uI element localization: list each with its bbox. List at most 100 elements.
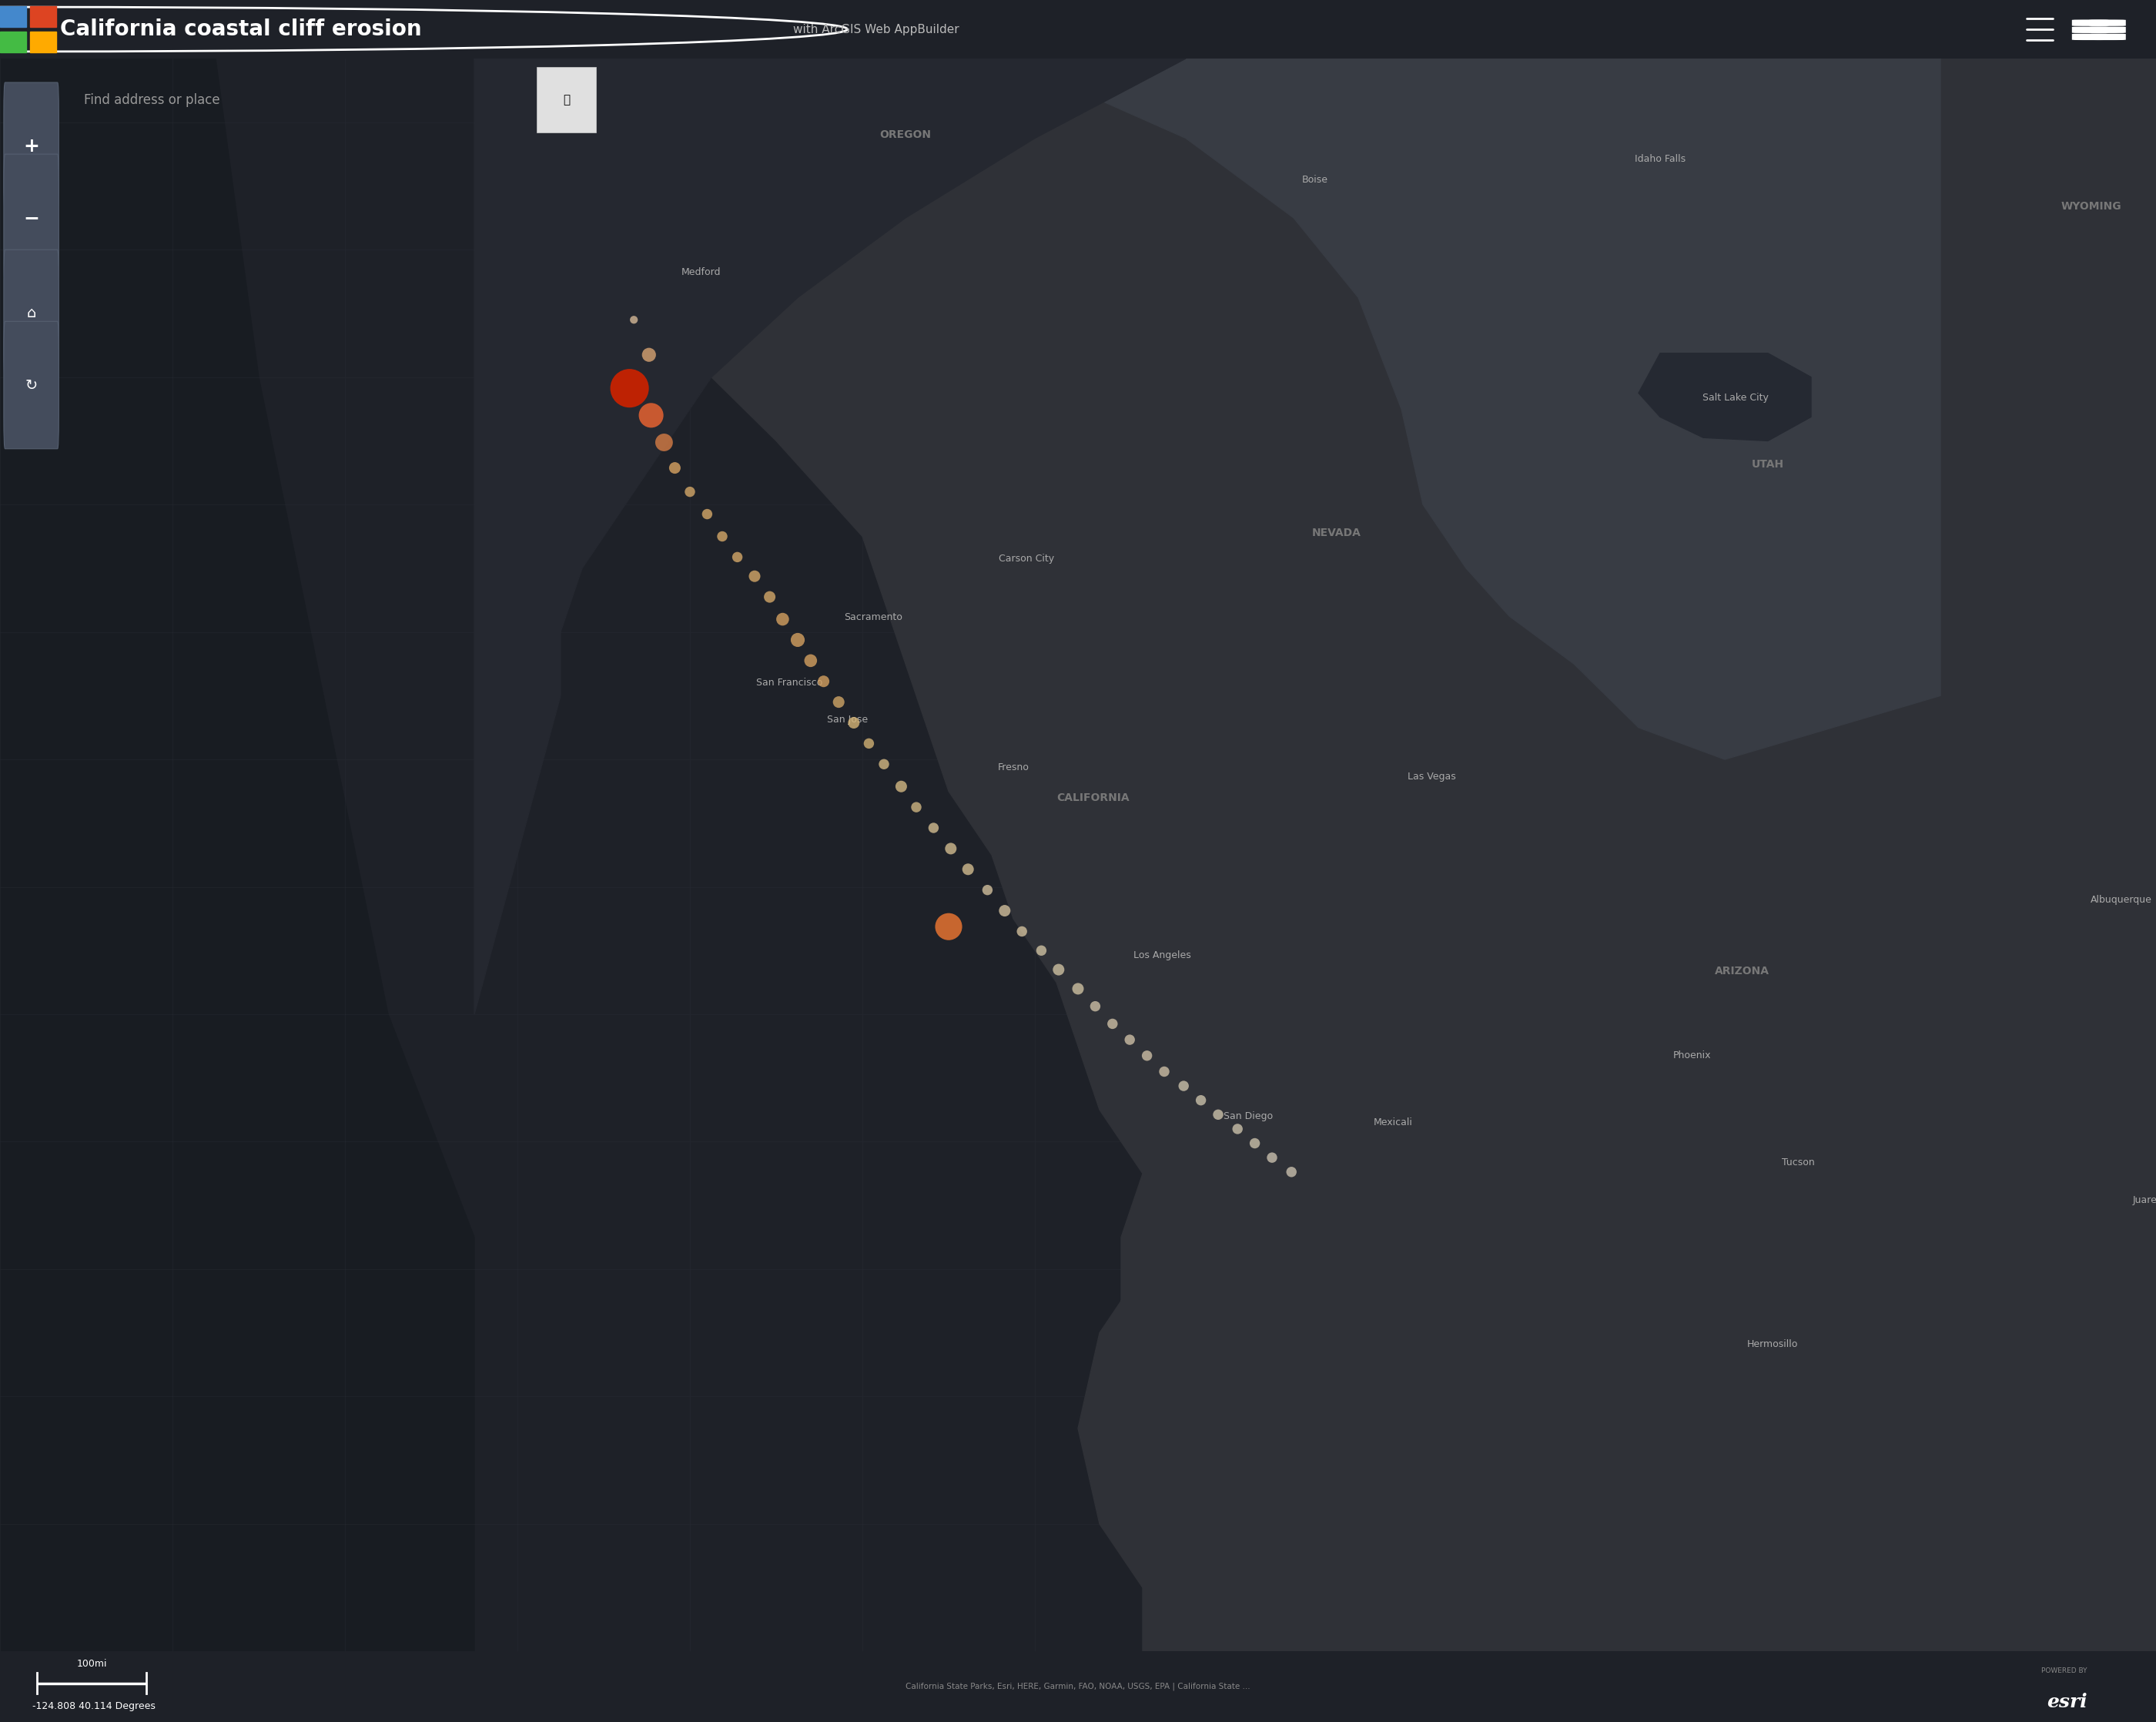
FancyBboxPatch shape: [2072, 34, 2109, 40]
Text: -124.808 40.114 Degrees: -124.808 40.114 Degrees: [32, 1701, 155, 1712]
Text: Sacramento: Sacramento: [843, 613, 903, 623]
FancyBboxPatch shape: [2089, 19, 2126, 26]
Point: [987, 897, 1022, 925]
Polygon shape: [0, 31, 26, 53]
FancyBboxPatch shape: [2089, 34, 2126, 40]
Point: [899, 794, 934, 821]
Text: UTAH: UTAH: [1751, 460, 1785, 470]
Point: [1112, 1026, 1147, 1054]
Polygon shape: [1639, 353, 1811, 441]
Point: [1078, 992, 1112, 1019]
Text: Salt Lake City: Salt Lake City: [1703, 393, 1768, 403]
Point: [867, 751, 901, 778]
Point: [1147, 1057, 1181, 1085]
Polygon shape: [30, 31, 56, 53]
Point: [970, 876, 1005, 904]
Point: [720, 544, 755, 572]
Point: [951, 856, 985, 883]
Point: [821, 689, 856, 716]
Text: with ArcGIS Web AppBuilder: with ArcGIS Web AppBuilder: [793, 24, 959, 34]
Text: Carson City: Carson City: [998, 554, 1054, 563]
Point: [1201, 1100, 1235, 1128]
Point: [916, 815, 951, 842]
Point: [658, 455, 692, 482]
Point: [737, 563, 772, 591]
Point: [884, 773, 918, 801]
Point: [806, 668, 841, 696]
Text: Los Angeles: Los Angeles: [1134, 951, 1190, 961]
Text: Medford: Medford: [681, 267, 720, 277]
Point: [634, 401, 668, 429]
Text: San Francisco: San Francisco: [757, 678, 821, 689]
Text: San Jose: San Jose: [828, 715, 867, 725]
Text: WYOMING: WYOMING: [2061, 201, 2122, 212]
Text: Mexicali: Mexicali: [1373, 1118, 1412, 1128]
Polygon shape: [30, 5, 56, 28]
FancyBboxPatch shape: [4, 155, 58, 281]
Text: ↻: ↻: [26, 377, 37, 393]
Polygon shape: [474, 59, 2156, 1651]
Point: [793, 647, 828, 675]
Point: [1184, 1087, 1218, 1114]
Point: [1061, 975, 1095, 1002]
Text: California coastal cliff erosion: California coastal cliff erosion: [60, 19, 423, 40]
Text: +: +: [24, 138, 39, 155]
Point: [837, 709, 871, 737]
Point: [931, 913, 966, 940]
Text: Las Vegas: Las Vegas: [1408, 771, 1455, 782]
Point: [705, 523, 740, 551]
Point: [1041, 956, 1076, 983]
Point: [1005, 918, 1039, 945]
Text: POWERED BY: POWERED BY: [2042, 1667, 2087, 1674]
Point: [765, 606, 800, 634]
Point: [647, 429, 681, 456]
Text: −: −: [24, 208, 39, 227]
Text: Fresno: Fresno: [998, 763, 1028, 773]
Point: [1255, 1143, 1289, 1171]
Text: Phoenix: Phoenix: [1673, 1050, 1712, 1061]
Text: Hermosillo: Hermosillo: [1746, 1340, 1798, 1348]
Text: ARIZONA: ARIZONA: [1714, 966, 1770, 976]
Point: [617, 307, 651, 334]
Point: [852, 730, 886, 758]
Polygon shape: [0, 59, 474, 1651]
FancyBboxPatch shape: [2089, 26, 2126, 33]
Text: OREGON: OREGON: [880, 129, 931, 141]
Point: [934, 835, 968, 863]
FancyBboxPatch shape: [2072, 19, 2109, 26]
Text: ⌂: ⌂: [26, 307, 37, 320]
Point: [780, 627, 815, 654]
Point: [1166, 1073, 1201, 1100]
Text: CALIFORNIA: CALIFORNIA: [1056, 792, 1130, 802]
Point: [1274, 1159, 1309, 1186]
FancyBboxPatch shape: [4, 250, 58, 377]
Text: San Diego: San Diego: [1225, 1111, 1272, 1121]
Point: [1095, 1011, 1130, 1038]
Point: [1220, 1116, 1255, 1143]
Text: Juarez: Juarez: [2132, 1195, 2156, 1205]
Point: [1238, 1130, 1272, 1157]
Text: Find address or place: Find address or place: [84, 93, 220, 107]
Point: [752, 584, 787, 611]
Point: [1130, 1042, 1164, 1069]
Point: [1024, 937, 1059, 964]
Text: esri: esri: [2046, 1693, 2087, 1712]
FancyBboxPatch shape: [2072, 26, 2109, 33]
Point: [632, 341, 666, 369]
Point: [673, 479, 707, 506]
Polygon shape: [474, 59, 1186, 1014]
Text: Albuquerque: Albuquerque: [2091, 894, 2152, 904]
Text: Tucson: Tucson: [1781, 1157, 1815, 1168]
Point: [612, 374, 647, 401]
Text: 100mi: 100mi: [75, 1658, 108, 1669]
FancyBboxPatch shape: [537, 67, 595, 133]
FancyBboxPatch shape: [4, 322, 58, 449]
Polygon shape: [0, 5, 26, 28]
Text: California State Parks, Esri, HERE, Garmin, FAO, NOAA, USGS, EPA | California St: California State Parks, Esri, HERE, Garm…: [906, 1682, 1250, 1691]
FancyBboxPatch shape: [4, 83, 58, 210]
Text: NEVADA: NEVADA: [1313, 529, 1360, 539]
Text: Idaho Falls: Idaho Falls: [1634, 153, 1686, 164]
Point: [690, 501, 724, 529]
Polygon shape: [1035, 59, 1940, 759]
Text: Boise: Boise: [1302, 174, 1328, 184]
